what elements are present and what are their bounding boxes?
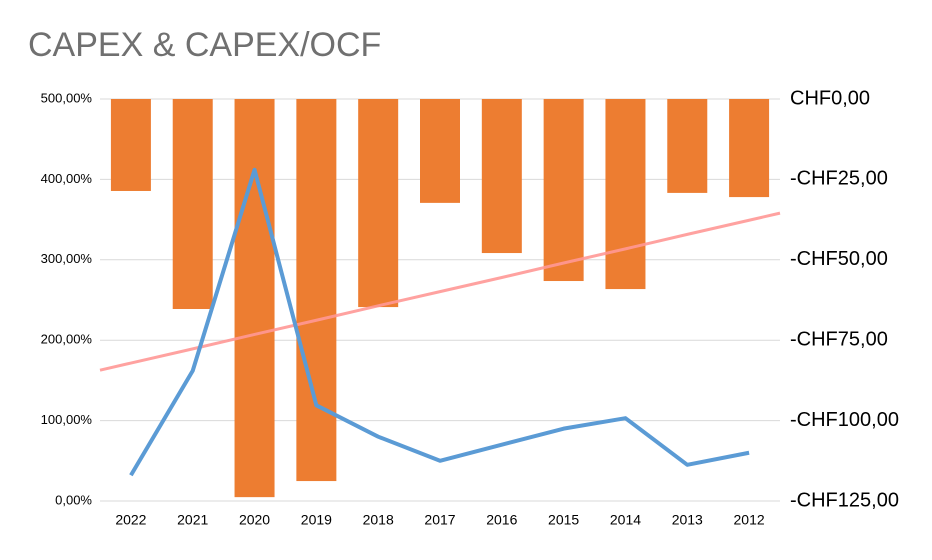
x-tick-label: 2020: [239, 512, 270, 528]
x-tick-label: 2014: [610, 512, 641, 528]
chart-title: CAPEX & CAPEX/OCF: [28, 26, 381, 64]
x-tick-label: 2022: [115, 512, 146, 528]
x-tick-label: 2015: [548, 512, 579, 528]
bar: [172, 99, 213, 310]
bar: [667, 99, 708, 193]
x-tick-label: 2017: [424, 512, 455, 528]
x-tick-label: 2021: [177, 512, 208, 528]
bar: [605, 99, 646, 290]
line: [129, 167, 750, 477]
bar: [358, 99, 399, 308]
y-tick-label: 500,00%: [41, 90, 93, 105]
y2-tick-label: -CHF125,00: [790, 489, 899, 511]
bar: [543, 99, 584, 282]
bar: [729, 99, 770, 198]
bar: [481, 99, 522, 254]
y2-tick-label: CHF0,00: [790, 87, 870, 109]
y-tick-label: 0,00%: [55, 492, 92, 507]
x-tick-label: 2013: [672, 512, 703, 528]
y-tick-label: 200,00%: [41, 332, 93, 347]
y-tick-label: 100,00%: [41, 412, 93, 427]
bar: [296, 99, 337, 482]
y2-tick-label: -CHF50,00: [790, 248, 888, 270]
bar: [420, 99, 460, 203]
x-tick-label: 2019: [301, 512, 332, 528]
x-tick-label: 2012: [734, 512, 765, 528]
bar: [234, 99, 275, 498]
x-tick-label: 2018: [363, 512, 394, 528]
y2-tick-label: -CHF75,00: [790, 328, 888, 350]
trendline: [99, 211, 781, 372]
bar: [110, 99, 151, 191]
y2-tick-label: -CHF25,00: [790, 168, 888, 190]
x-tick-label: 2016: [486, 512, 517, 528]
y2-tick-label: -CHF100,00: [790, 409, 899, 431]
y-tick-label: 400,00%: [41, 171, 93, 186]
y-tick-label: 300,00%: [41, 251, 93, 266]
